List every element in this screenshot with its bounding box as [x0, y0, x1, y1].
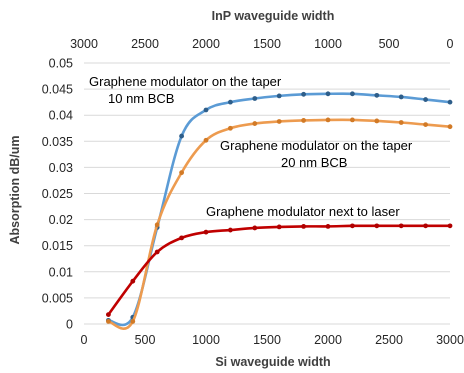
data-point	[130, 318, 136, 324]
data-point	[447, 99, 453, 105]
data-point	[179, 235, 185, 241]
data-point	[106, 318, 111, 324]
data-point	[301, 223, 306, 229]
data-point	[301, 118, 306, 123]
x-tick-label: 1000	[192, 333, 220, 347]
data-point	[447, 223, 453, 229]
data-point	[154, 249, 160, 255]
annotation-10nm-bcb-line1: Graphene modulator on the taper	[89, 74, 282, 89]
annotation-next-to-laser-line1: Graphene modulator next to laser	[206, 204, 400, 219]
data-point	[398, 223, 404, 229]
x-tick-label: 2000	[314, 333, 342, 347]
data-point	[350, 91, 355, 97]
data-point	[228, 99, 233, 105]
data-point	[374, 118, 380, 124]
x2-axis-title: InP waveguide width	[212, 9, 335, 23]
data-point	[423, 223, 428, 229]
data-point	[374, 92, 380, 98]
data-point	[203, 107, 209, 113]
data-point	[350, 117, 355, 123]
data-point	[325, 117, 331, 123]
data-point	[228, 125, 233, 131]
annotation-10nm-bcb: Graphene modulator on the taper 10 nm BC…	[89, 74, 282, 106]
x-axis-title: Si waveguide width	[215, 355, 330, 369]
y-tick-label: 0.005	[42, 291, 73, 305]
y-tick-label: 0.035	[42, 135, 73, 149]
data-point	[179, 170, 185, 176]
y-tick-label: 0.025	[42, 187, 73, 201]
series-layer	[106, 91, 453, 330]
x2-tick-labels: 3000 2500 2000 1500 1000 500 0	[70, 37, 453, 51]
x2-tick-label: 2000	[192, 37, 220, 51]
data-point	[301, 91, 306, 97]
data-point	[203, 137, 209, 143]
y-tick-label: 0.01	[49, 265, 73, 279]
y-tick-label: 0.05	[49, 57, 73, 71]
y-tick-label: 0.015	[42, 239, 73, 253]
data-point	[130, 278, 136, 284]
annotation-20nm-bcb-line1: Graphene modulator on the taper	[220, 138, 413, 153]
data-point	[350, 223, 355, 229]
series-1	[106, 117, 453, 330]
data-point	[154, 222, 160, 228]
x-tick-label: 0	[81, 333, 88, 347]
data-point	[252, 225, 258, 231]
x-tick-label: 3000	[436, 333, 464, 347]
x2-tick-label: 2500	[131, 37, 159, 51]
y-tick-label: 0	[66, 318, 73, 332]
annotation-20nm-bcb: Graphene modulator on the taper 20 nm BC…	[220, 138, 413, 170]
x-tick-label: 500	[135, 333, 156, 347]
data-point	[398, 94, 404, 100]
data-point	[276, 224, 282, 230]
data-point	[276, 93, 282, 99]
y-axis-title: Absorption dB/um	[8, 135, 22, 244]
annotation-next-to-laser: Graphene modulator next to laser	[206, 204, 400, 219]
x2-tick-label: 3000	[70, 37, 98, 51]
y-tick-labels: 0 0.005 0.01 0.015 0.02 0.025 0.03 0.035 0.04 0.0…	[42, 57, 73, 332]
data-point	[398, 120, 404, 125]
x2-tick-label: 500	[379, 37, 400, 51]
y-tick-label: 0.03	[49, 161, 73, 175]
data-point	[276, 119, 282, 124]
x2-tick-label: 1000	[314, 37, 342, 51]
data-point	[252, 121, 258, 126]
x-tick-label: 1500	[253, 333, 281, 347]
series-2	[106, 223, 453, 318]
annotation-20nm-bcb-line2: 20 nm BCB	[281, 155, 347, 170]
x2-tick-label: 1500	[253, 37, 281, 51]
data-point	[447, 124, 453, 130]
data-point	[203, 229, 209, 235]
data-point	[423, 97, 428, 102]
x-tick-label: 2500	[375, 333, 403, 347]
data-point	[325, 223, 331, 229]
series-line	[107, 224, 450, 316]
data-point	[252, 96, 258, 101]
annotation-10nm-bcb-line2: 10 nm BCB	[108, 91, 174, 106]
y-tick-label: 0.02	[49, 213, 73, 227]
x-tick-labels: 0 500 1000 1500 2000 2500 3000	[81, 333, 464, 347]
y-tick-label: 0.045	[42, 83, 73, 97]
data-point	[228, 227, 233, 233]
data-point	[374, 223, 380, 229]
y-tick-label: 0.04	[49, 109, 73, 123]
data-point	[179, 133, 185, 139]
data-point	[423, 122, 428, 127]
data-point	[106, 312, 111, 318]
x2-tick-label: 0	[447, 37, 454, 51]
data-point	[325, 91, 331, 97]
